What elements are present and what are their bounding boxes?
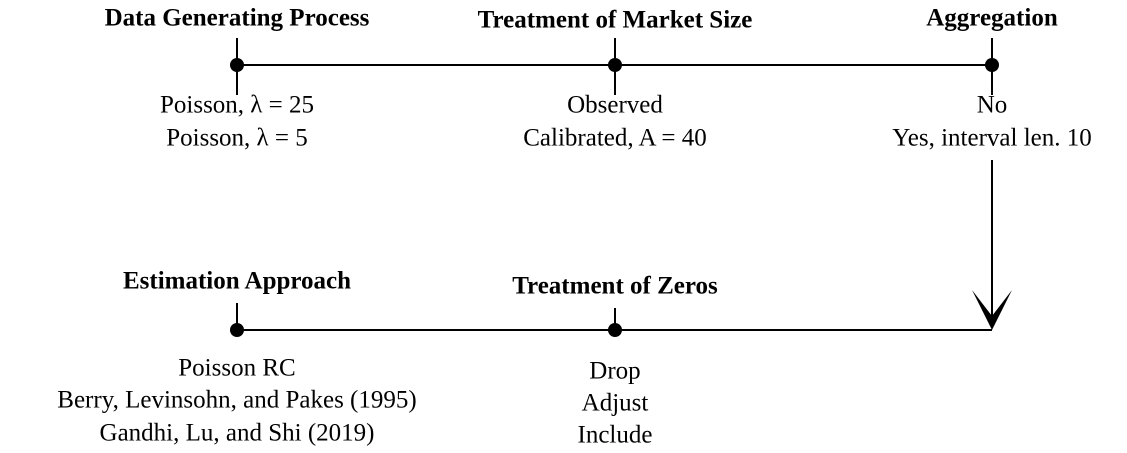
stage-option: Adjust [582,390,649,417]
stage-title: Treatment of Zeros [512,273,718,300]
node-dot [608,58,622,72]
node-dot [230,58,244,72]
stage-option: Gandhi, Lu, and Shi (2019) [100,420,375,447]
stage-title: Data Generating Process [105,5,370,32]
stage-option: Yes, interval len. 10 [892,125,1092,152]
stage-title: Treatment of Market Size [478,7,753,34]
stage-option: Poisson, λ = 25 [160,92,314,119]
stage-title: Estimation Approach [123,268,351,295]
stage-option: Poisson, λ = 5 [166,125,308,152]
stage-option: Observed [567,92,663,119]
stage-option: Poisson RC [178,355,295,382]
stage-option: Calibrated, A = 40 [523,125,707,152]
stage-title: Aggregation [926,5,1058,32]
arrow-head [972,290,1012,330]
node-dot [608,323,622,337]
stage-option: No [977,92,1008,119]
stage-option: Berry, Levinsohn, and Pakes (1995) [57,387,416,414]
stage-option: Drop [589,358,640,385]
stage-option: Include [578,422,653,449]
node-dot [985,58,999,72]
node-dot [230,323,244,337]
